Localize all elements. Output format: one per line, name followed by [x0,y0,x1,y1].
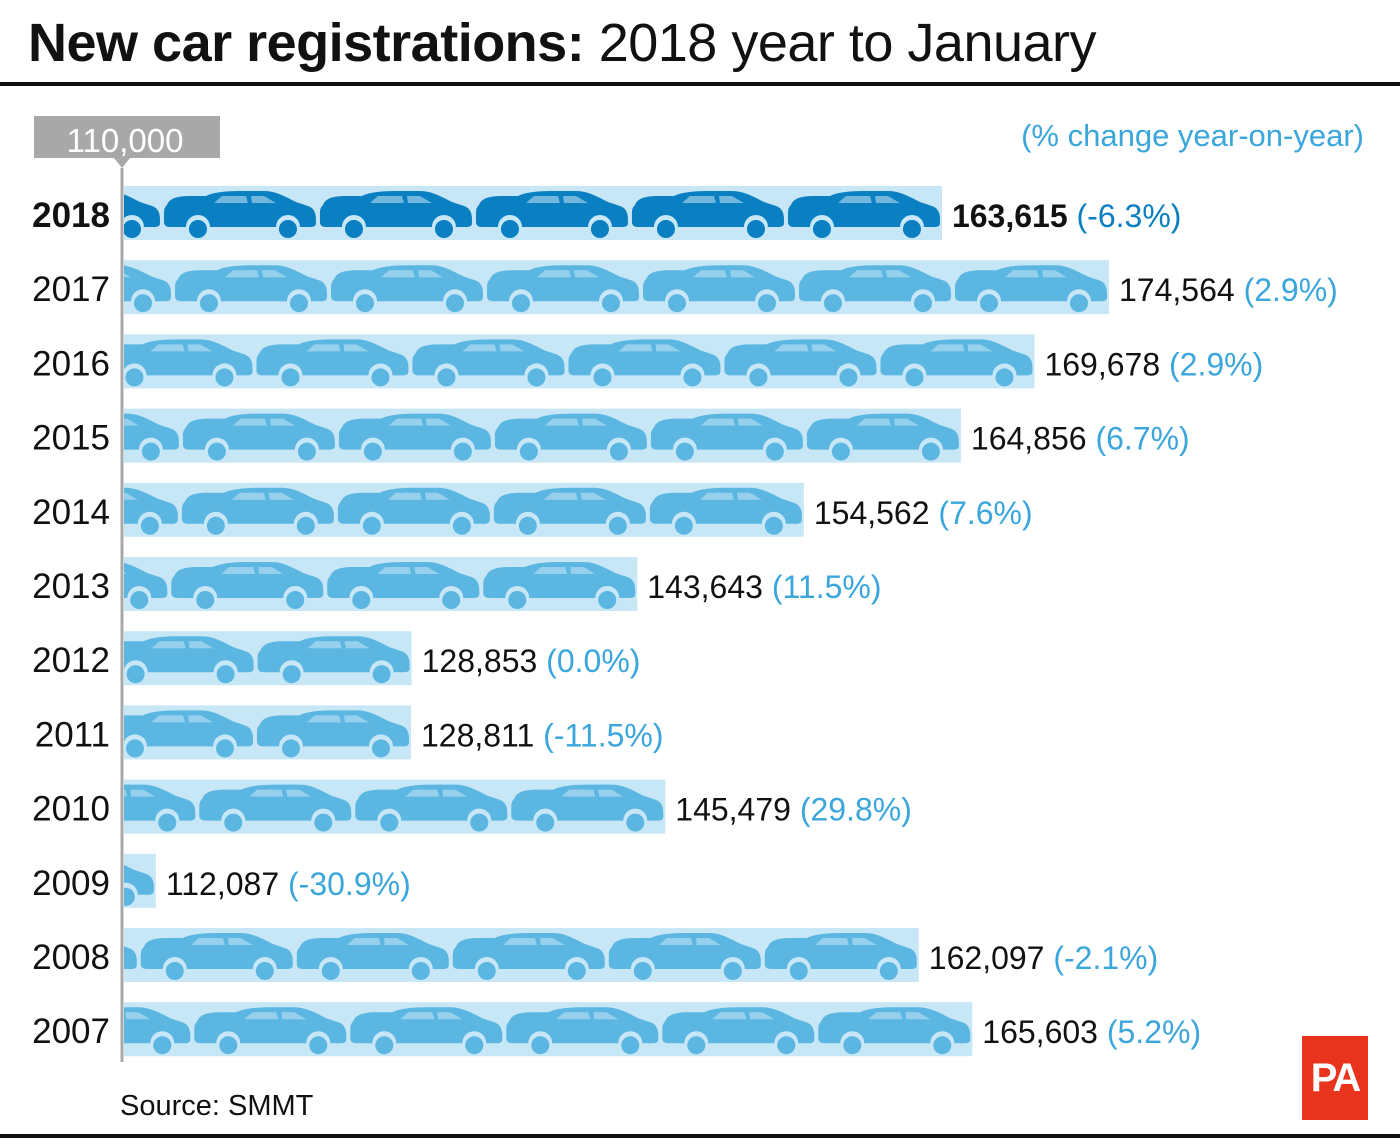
axis-start-tag: 110,000 [34,116,220,168]
value-2015: 164,856 [971,421,1087,457]
pct-change-2007: (5.2%) [1098,1014,1201,1050]
axis-start-label: 110,000 [67,122,184,159]
value-2007: 165,603 [982,1014,1098,1050]
bar-row-2018: 2018 163,615 (-6.3%) [0,186,1181,240]
value-2008: 162,097 [929,940,1045,976]
value-label-2012: 128,853 (0.0%) [422,643,641,679]
pct-change-note: (% change year-on-year) [1021,118,1364,153]
year-label-2011: 2011 [35,715,110,754]
value-label-2010: 145,479 (29.8%) [675,792,912,828]
value-2016: 169,678 [1044,346,1160,382]
chart-title: New car registrations: 2018 year to Janu… [28,10,1097,76]
pct-change-2012: (0.0%) [537,643,640,679]
value-label-2017: 174,564 (2.9%) [1119,272,1338,308]
bar-row-2013: 2013 143,643 (11.5%) [0,557,881,611]
value-2017: 174,564 [1119,272,1235,308]
car-icon [0,562,11,609]
bar-row-2007: 2007 165,603 (5.2%) [0,1002,1201,1057]
value-label-2007: 165,603 (5.2%) [982,1014,1201,1050]
pct-change-2008: (-2.1%) [1044,940,1158,976]
value-label-2015: 164,856 (6.7%) [971,421,1190,457]
bar-row-2012: 2012 128,853 (0.0%) [32,631,641,686]
top-rule [0,82,1400,86]
value-label-2016: 169,678 (2.9%) [1044,346,1263,382]
value-2014: 154,562 [814,495,930,531]
pct-change-2018: (-6.3%) [1068,198,1182,234]
car-icon [0,414,23,461]
pct-change-2009: (-30.9%) [279,866,411,902]
year-label-2008: 2008 [32,938,110,977]
pa-logo: PA [1302,1036,1368,1120]
pct-change-2013: (11.5%) [763,569,882,605]
bar-row-2010: 2010 145,479 (29.8%) [32,779,912,834]
year-label-2010: 2010 [32,790,110,829]
value-2013: 143,643 [647,569,763,605]
pct-change-2010: (29.8%) [791,792,912,828]
bar-row-2009: 2009 112,087 (-30.9%) [32,853,411,908]
car-icon [0,1007,34,1054]
bar-row-2015: 2015 164,856 (6.7%) [0,408,1190,463]
car-icon [0,191,4,238]
year-label-2009: 2009 [32,864,110,903]
value-label-2013: 143,643 (11.5%) [647,569,881,605]
value-label-2011: 128,811 (-11.5%) [421,717,664,753]
car-icon [0,488,22,535]
value-label-2014: 154,562 (7.6%) [814,495,1033,531]
pct-change-2015: (6.7%) [1087,421,1190,457]
year-label-2018: 2018 [32,196,110,235]
bar-row-2014: 2014 154,562 (7.6%) [0,482,1033,537]
year-label-2007: 2007 [32,1012,110,1051]
value-2012: 128,853 [422,643,538,679]
year-label-2012: 2012 [32,641,110,680]
bar-row-2008: 2008 162,097 (-2.1%) [32,928,1158,982]
bar-row-2011: 2011 128,811 (-11.5%) [35,705,664,760]
title-rest: 2018 year to January [598,13,1097,73]
year-label-2013: 2013 [32,567,110,606]
value-2011: 128,811 [421,717,534,753]
bar-row-2017: 2017 174,564 (2.9%) [0,260,1338,315]
value-label-2008: 162,097 (-2.1%) [929,940,1158,976]
pct-change-2014: (7.6%) [930,495,1033,531]
car-icon [0,265,15,312]
year-label-2014: 2014 [32,493,110,532]
year-label-2015: 2015 [32,419,110,458]
value-2010: 145,479 [675,792,791,828]
source-note: Source: SMMT [120,1090,314,1122]
value-2018: 163,615 [952,198,1068,234]
year-label-2016: 2016 [32,344,110,383]
value-2009: 112,087 [166,866,279,902]
axis-start-tag-shape [34,116,220,168]
bar-row-2016: 2016 169,678 (2.9%) [32,334,1263,389]
pct-change-2016: (2.9%) [1160,346,1263,382]
pct-change-2017: (2.9%) [1235,272,1338,308]
value-label-2009: 112,087 (-30.9%) [166,866,411,902]
year-label-2017: 2017 [32,270,110,309]
value-label-2018: 163,615 (-6.3%) [952,198,1181,234]
bars-layer: 2018 163,615 (-6.3%)2017 174,564 (2.9%)201… [0,186,1338,1057]
title-bold: New car registrations: [28,13,585,73]
bottom-rule [0,1134,1400,1138]
pct-change-2011: (-11.5%) [534,717,663,753]
